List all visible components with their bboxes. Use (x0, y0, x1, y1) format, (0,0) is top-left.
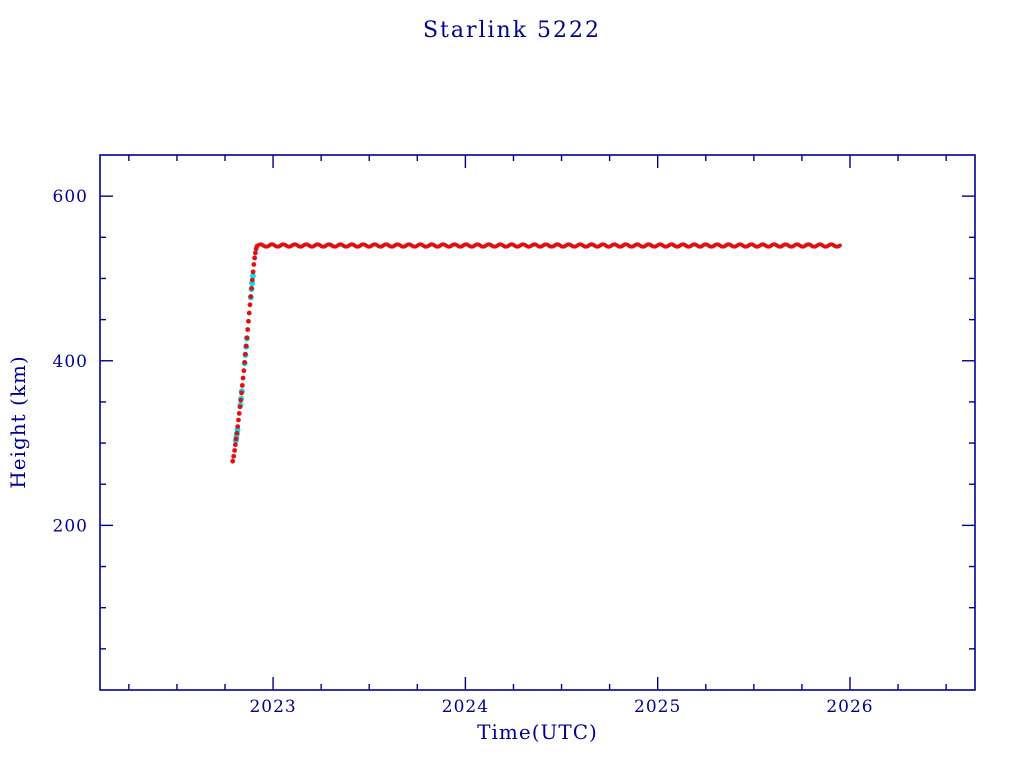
x-tick-label: 2025 (634, 697, 681, 717)
chart-title: Starlink 5222 (422, 18, 602, 43)
y-axis-label: Height (km) (6, 355, 30, 489)
x-tick-label: 2023 (249, 697, 296, 717)
x-tick-label: 2026 (826, 697, 873, 717)
series-tracked-height-secondary (232, 272, 256, 444)
y-tick-label: 600 (53, 187, 88, 207)
plot-frame (99, 154, 976, 691)
series-tracked-height-primary (230, 242, 842, 464)
y-tick-label: 400 (53, 352, 88, 372)
axis-tick-labels: 2023 2024 2025 2026 200 400 600 (53, 187, 873, 717)
y-tick-label: 200 (53, 516, 88, 536)
x-axis-label: Time(UTC) (477, 720, 598, 744)
x-tick-label: 2024 (442, 697, 489, 717)
axis-ticks (100, 155, 975, 690)
